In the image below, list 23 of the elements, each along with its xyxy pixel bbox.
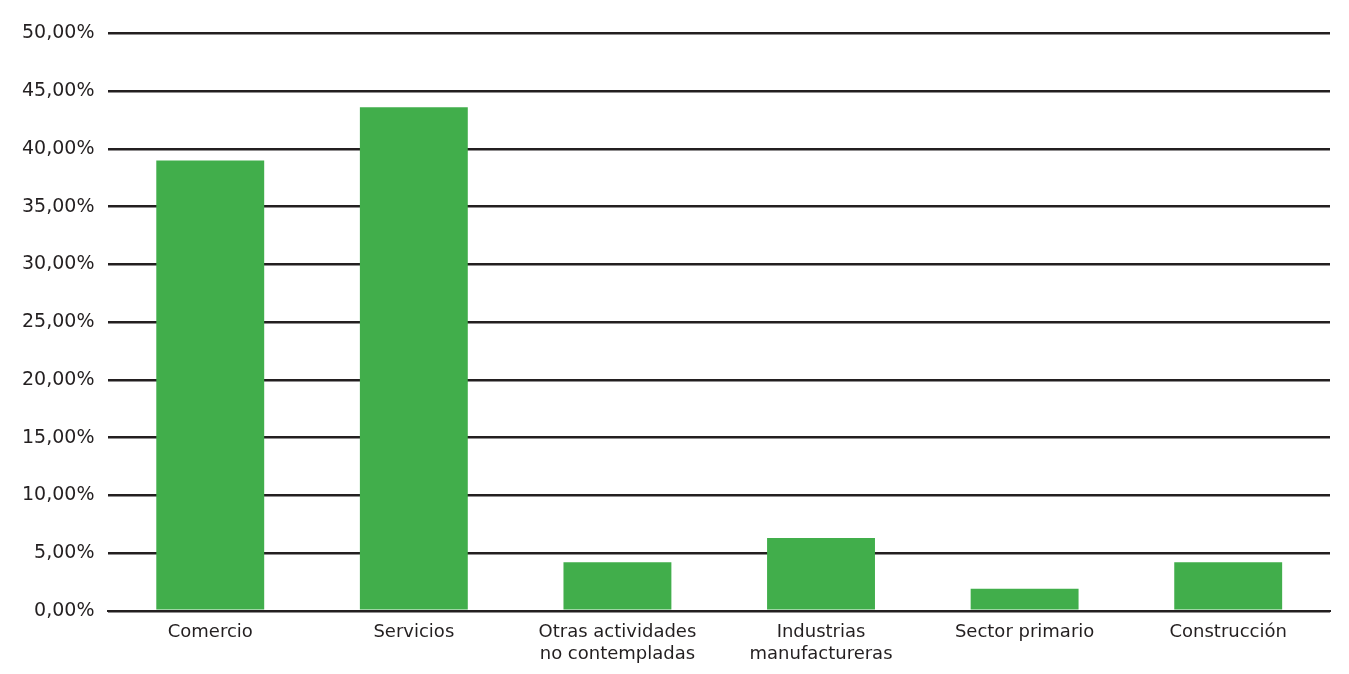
y-tick-label: 10,00%	[21, 482, 95, 505]
y-tick-label: 0,00%	[34, 597, 95, 620]
y-tick-label: 35,00%	[21, 193, 95, 216]
x-tick-label: Servicios	[373, 620, 455, 642]
y-tick-label: 45,00%	[21, 78, 95, 101]
x-tick-label: Otras actividades no contempladas	[538, 620, 697, 663]
bar	[1174, 562, 1283, 610]
y-tick-label: 5,00%	[34, 540, 95, 562]
y-tick-label: 15,00%	[21, 424, 95, 447]
bar	[359, 107, 468, 610]
bar	[156, 160, 265, 610]
bar	[563, 562, 672, 610]
y-tick-label: 50,00%	[21, 20, 95, 43]
y-tick-label: 30,00%	[21, 251, 95, 274]
y-tick-label: 20,00%	[21, 366, 95, 389]
bar	[767, 538, 875, 610]
x-tick-label: Comercio	[167, 620, 253, 642]
x-tick-label: Construcción	[1169, 620, 1287, 642]
bar	[970, 588, 1079, 610]
y-tick-label: 25,00%	[21, 309, 95, 332]
x-tick-label: Sector primario	[954, 620, 1095, 642]
y-tick-label: 40,00%	[21, 135, 95, 158]
x-tick-label: Industrias manufactureras	[749, 620, 893, 663]
